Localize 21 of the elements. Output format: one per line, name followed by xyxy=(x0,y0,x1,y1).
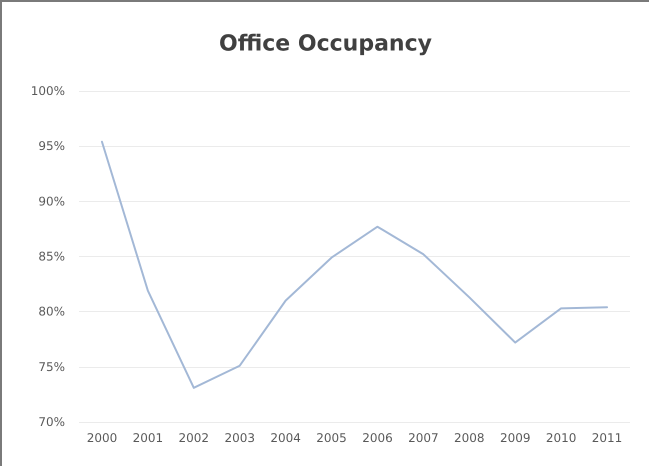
x-tick-label: 2001 xyxy=(132,431,164,445)
y-tick-label: 70% xyxy=(38,415,65,429)
x-tick-label: 2005 xyxy=(316,431,347,445)
x-tick-label: 2007 xyxy=(408,431,439,445)
x-tick-label: 2009 xyxy=(500,431,530,445)
y-tick-label: 80% xyxy=(38,304,65,319)
x-tick-label: 2008 xyxy=(454,431,485,445)
y-tick-label: 85% xyxy=(38,250,65,264)
x-tick-label: 2002 xyxy=(178,431,210,445)
y-tick-label: 95% xyxy=(38,139,65,154)
x-tick-label: 2000 xyxy=(86,431,118,445)
y-tick-label: 100% xyxy=(30,84,65,98)
x-tick-label: 2010 xyxy=(546,431,576,445)
chart-title: Office Occupancy xyxy=(219,32,432,56)
x-tick-label: 2011 xyxy=(592,431,622,445)
line-series xyxy=(100,140,608,389)
x-tick-label: 2006 xyxy=(362,431,393,445)
x-tick-label: 2004 xyxy=(270,431,301,445)
x-tick-label: 2003 xyxy=(224,431,255,445)
y-tick-label: 90% xyxy=(38,194,65,208)
y-tick-label: 75% xyxy=(38,360,65,374)
